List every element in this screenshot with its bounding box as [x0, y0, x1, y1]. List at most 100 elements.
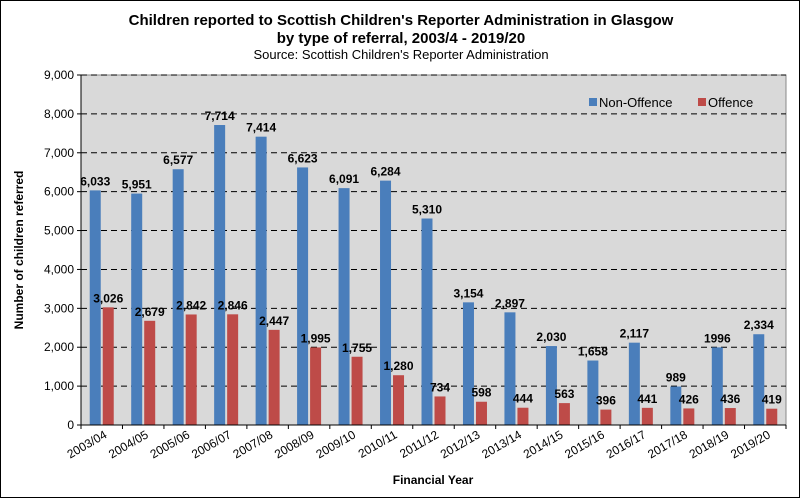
x-tick-label: 2016/17	[604, 427, 649, 461]
bar-offence	[102, 307, 114, 425]
data-label-offence: 1,280	[384, 359, 414, 373]
bar-non-offence	[545, 346, 557, 425]
plot-area	[80, 74, 787, 426]
bar-non-offence	[338, 188, 350, 425]
x-tick-label: 2012/13	[438, 427, 483, 461]
bar-non-offence	[711, 347, 723, 425]
data-label-offence: 426	[679, 392, 699, 406]
bar-offence	[144, 320, 156, 425]
data-label-non-offence: 2,897	[495, 296, 525, 310]
data-label-non-offence: 6,284	[371, 165, 401, 179]
data-label-offence: 436	[720, 392, 740, 406]
chart-title-line1: Children reported to Scottish Children's…	[129, 12, 674, 29]
bar-offence	[434, 396, 446, 425]
bar-offence	[724, 408, 736, 425]
bar-non-offence	[255, 136, 267, 425]
legend-label-non-offence: Non-Offence	[599, 95, 672, 110]
legend-swatch-offence	[698, 98, 706, 106]
y-tick-label: 5,000	[44, 224, 74, 238]
bar-offence	[310, 347, 322, 425]
x-tick-label: 2003/04	[65, 427, 110, 461]
gridlines	[81, 74, 786, 387]
data-label-offence: 563	[554, 387, 574, 401]
data-label-non-offence: 2,117	[620, 327, 650, 341]
data-label-non-offence: 1,658	[578, 345, 608, 359]
bar-offence	[475, 401, 487, 425]
x-tick-label: 2019/20	[728, 427, 773, 461]
data-label-offence: 2,447	[259, 314, 289, 328]
x-tick-label: 2010/11	[356, 427, 400, 461]
data-label-non-offence: 7,414	[246, 121, 276, 135]
x-tick-label: 2005/06	[148, 427, 193, 461]
y-tick-label: 3,000	[44, 301, 74, 315]
legend-label-offence: Offence	[708, 95, 753, 110]
data-label-offence: 444	[513, 392, 533, 406]
data-label-non-offence: 1996	[704, 331, 731, 345]
y-tick-label: 8,000	[44, 107, 74, 121]
x-tick-label: 2014/15	[521, 427, 566, 461]
data-label-non-offence: 7,714	[205, 109, 235, 123]
y-axis-label: Number of children referred	[12, 171, 26, 330]
bar-non-offence	[462, 302, 474, 425]
bar-non-offence	[297, 167, 309, 425]
bar-non-offence	[753, 334, 765, 425]
data-label-offence: 2,679	[135, 305, 165, 319]
bar-non-offence	[628, 342, 640, 425]
bar-non-offence	[421, 218, 433, 425]
y-axis-ticks: 0 1,000 2,000 3,000 4,000 5,000 6,000 7,000 8,00…	[44, 68, 82, 432]
bar-non-offence	[380, 180, 392, 425]
bar-offence	[268, 329, 280, 425]
bar-offence	[641, 407, 653, 425]
chart-subtitle: Source: Scottish Children's Reporter Adm…	[253, 47, 548, 62]
data-label-non-offence: 989	[666, 371, 686, 385]
bar-non-offence	[504, 312, 516, 425]
data-label-offence: 734	[430, 380, 450, 394]
x-tick-label: 2018/19	[687, 427, 732, 461]
bars	[89, 125, 778, 425]
bar-offence	[351, 356, 363, 425]
x-tick-label: 2006/07	[189, 427, 234, 461]
bar-offence	[766, 408, 778, 425]
bar-offence	[227, 314, 239, 425]
data-label-offence: 3,026	[93, 291, 123, 305]
x-tick-label: 2004/05	[106, 427, 151, 461]
bar-non-offence	[131, 193, 143, 425]
chart-title-line2: by type of referral, 2003/4 - 2019/20	[277, 30, 525, 47]
bar-offence	[600, 409, 612, 425]
data-label-offence: 2,842	[176, 298, 206, 312]
bar-offence	[683, 408, 695, 425]
y-tick-label: 2,000	[44, 340, 74, 354]
data-label-non-offence: 6,577	[163, 153, 193, 167]
data-label-non-offence: 2,334	[744, 318, 774, 332]
data-label-non-offence: 3,154	[453, 286, 483, 300]
x-tick-label: 2008/09	[272, 427, 317, 461]
bar-non-offence	[587, 360, 599, 425]
data-label-non-offence: 6,033	[80, 174, 110, 188]
bar-non-offence	[89, 190, 101, 425]
data-label-offence: 598	[471, 386, 491, 400]
y-tick-label: 6,000	[44, 185, 74, 199]
data-label-offence: 1,755	[342, 341, 372, 355]
data-label-non-offence: 6,091	[329, 172, 359, 186]
data-label-non-offence: 5,310	[412, 203, 442, 217]
x-axis-label: Financial Year	[393, 473, 474, 487]
data-label-offence: 2,846	[218, 298, 248, 312]
y-tick-label: 0	[67, 418, 74, 432]
data-label-offence: 441	[637, 392, 657, 406]
y-tick-label: 4,000	[44, 262, 74, 276]
data-label-non-offence: 5,951	[122, 178, 152, 192]
x-axis-ticks: 2003/042004/052005/062006/072007/082008/…	[65, 424, 787, 461]
bar-non-offence	[670, 386, 682, 425]
y-tick-label: 9,000	[44, 68, 74, 82]
x-tick-label: 2017/18	[645, 427, 690, 461]
y-tick-label: 1,000	[44, 379, 74, 393]
bar-offence	[517, 407, 529, 425]
bar-offence	[185, 314, 197, 425]
bar-offence	[393, 375, 405, 425]
data-label-offence: 419	[762, 393, 782, 407]
bar-non-offence	[214, 125, 226, 425]
bar-non-offence	[172, 169, 184, 425]
x-tick-label: 2015/16	[562, 427, 607, 461]
bar-offence	[558, 403, 570, 425]
